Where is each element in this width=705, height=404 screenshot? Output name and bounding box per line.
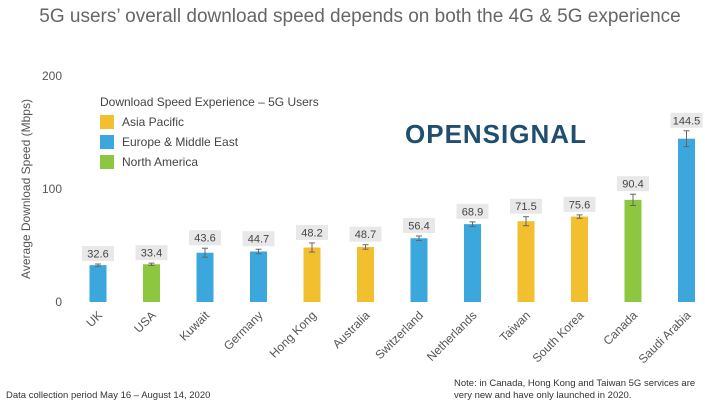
value-label: 68.9 xyxy=(462,206,483,218)
bar xyxy=(357,246,374,302)
legend-label: North America xyxy=(122,155,198,169)
bar xyxy=(624,199,642,302)
bar xyxy=(571,216,588,302)
x-tick-label: UK xyxy=(83,308,105,330)
x-tick-label: Switzerland xyxy=(372,308,426,362)
value-label: 56.4 xyxy=(408,221,429,233)
y-axis-label: Average Download Speed (Mbps) xyxy=(19,99,33,279)
value-label-bg xyxy=(82,246,114,262)
value-label-bg xyxy=(670,112,703,128)
value-label: 144.5 xyxy=(673,115,701,127)
y-tick-label: 200 xyxy=(42,69,62,83)
value-label-bg xyxy=(242,231,275,247)
footnote: Data collection period May 16 – August 1… xyxy=(6,390,210,401)
legend-swatch xyxy=(100,115,114,129)
bar xyxy=(143,264,160,302)
value-label-bg xyxy=(456,203,489,219)
value-label-bg xyxy=(349,226,382,242)
x-tick-label: Hong Kong xyxy=(267,308,319,360)
bar xyxy=(89,265,107,302)
value-label-bg xyxy=(510,198,542,214)
value-label: 44.7 xyxy=(248,234,269,246)
value-label: 71.5 xyxy=(515,201,536,213)
chart-title: 5G users’ overall download speed depends… xyxy=(39,6,681,27)
x-tick-label: Australia xyxy=(330,308,373,351)
x-tick-label: Canada xyxy=(600,308,640,348)
x-tick-label: South Korea xyxy=(530,308,587,365)
x-tick-label: Germany xyxy=(221,308,266,353)
note: Note: in Canada, Hong Kong and Taiwan 5G… xyxy=(454,378,695,389)
legend-label: Europe & Middle East xyxy=(122,135,239,149)
value-label: 48.7 xyxy=(355,229,376,241)
value-label-bg xyxy=(189,230,221,246)
value-label-bg xyxy=(296,225,328,241)
bar xyxy=(464,224,481,302)
y-tick-label: 0 xyxy=(55,295,62,309)
note: very new and have only launched in 2020. xyxy=(454,390,631,401)
logo: OPENSIGNAL xyxy=(405,119,587,149)
x-tick-label: Netherlands xyxy=(424,308,480,364)
x-tick-label: Saudi Arabia xyxy=(636,308,694,366)
legend-label: Asia Pacific xyxy=(122,115,184,129)
value-label: 48.2 xyxy=(301,228,322,240)
value-label: 33.4 xyxy=(141,248,162,260)
value-label: 75.6 xyxy=(569,199,590,211)
value-label-bg xyxy=(563,196,596,212)
value-label: 43.6 xyxy=(194,233,215,245)
legend-title: Download Speed Experience – 5G Users xyxy=(100,95,319,109)
bar xyxy=(410,238,428,302)
bar xyxy=(303,247,321,302)
value-label: 90.4 xyxy=(622,179,643,191)
x-tick-label: Taiwan xyxy=(497,308,533,344)
bar xyxy=(678,138,695,302)
value-label-bg xyxy=(617,176,649,192)
value-label: 32.6 xyxy=(87,249,108,261)
bar xyxy=(517,221,535,302)
value-label-bg xyxy=(403,218,435,234)
bar xyxy=(196,252,214,302)
x-tick-label: Kuwait xyxy=(177,308,213,344)
value-label-bg xyxy=(135,245,168,261)
bar xyxy=(250,251,267,302)
x-tick-label: USA xyxy=(131,308,158,335)
legend-swatch xyxy=(100,155,114,169)
legend-swatch xyxy=(100,135,114,149)
y-tick-label: 100 xyxy=(42,182,62,196)
